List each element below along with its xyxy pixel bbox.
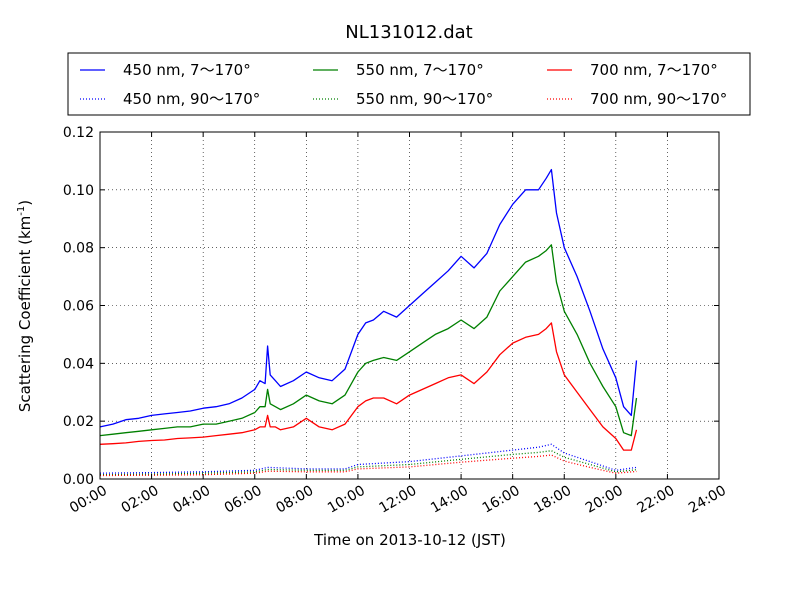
- y-tick-label: 0.08: [63, 241, 94, 257]
- y-axis-label: Scattering Coefficient (km-1): [16, 200, 34, 412]
- y-tick-label: 0.04: [63, 356, 94, 372]
- x-tick-label: 14:00: [428, 483, 471, 517]
- series-line: [99, 443, 637, 474]
- legend-label: 450 nm, 90～170°: [123, 90, 260, 108]
- x-tick-label: 22:00: [634, 483, 677, 517]
- series-line: [99, 454, 637, 477]
- y-tick-label: 0.02: [63, 414, 94, 430]
- series-line: [99, 450, 637, 476]
- legend-label: 550 nm, 90～170°: [356, 90, 493, 108]
- x-tick-label: 18:00: [531, 483, 574, 517]
- y-tick-label: 0.12: [63, 125, 94, 141]
- y-axis-label-end: ): [16, 200, 34, 206]
- x-tick-label: 24:00: [686, 483, 729, 517]
- x-tick-label: 20:00: [583, 483, 626, 517]
- series-line: [99, 168, 638, 428]
- x-tick-label: 10:00: [325, 483, 368, 517]
- x-tick-label: 04:00: [170, 483, 213, 517]
- legend-label: 550 nm, 7～170°: [356, 61, 484, 79]
- x-tick-label: 08:00: [273, 483, 316, 517]
- series-layer: [99, 168, 638, 477]
- y-axis-label-main: Scattering Coefficient (km: [16, 216, 34, 412]
- y-tick-label: 0.00: [63, 472, 94, 488]
- x-tick-label: 12:00: [377, 483, 420, 517]
- x-axis-label: Time on 2013-10-12 (JST): [313, 531, 506, 549]
- x-tick-label: 16:00: [480, 483, 523, 517]
- legend: 450 nm, 7～170° 550 nm, 7～170° 700 nm, 7～17…: [80, 61, 727, 108]
- legend-label: 700 nm, 7～170°: [590, 61, 718, 79]
- legend-label: 450 nm, 7～170°: [123, 61, 251, 79]
- series-line: [99, 244, 638, 437]
- y-tick-label: 0.10: [63, 183, 94, 199]
- y-tick-label: 0.06: [63, 299, 94, 315]
- x-tick-label: 02:00: [119, 483, 162, 517]
- axis-ticks: 00:00 02:00 04:00 06:00 08:00 10:00 12:00 14:00…: [63, 125, 729, 517]
- legend-label: 700 nm, 90～170°: [590, 90, 727, 108]
- x-tick-label: 06:00: [222, 483, 265, 517]
- legend-box: [67, 52, 751, 116]
- chart-title: NL131012.dat: [345, 22, 472, 43]
- y-axis-label-sup: -1: [16, 206, 27, 216]
- series-line: [99, 322, 638, 451]
